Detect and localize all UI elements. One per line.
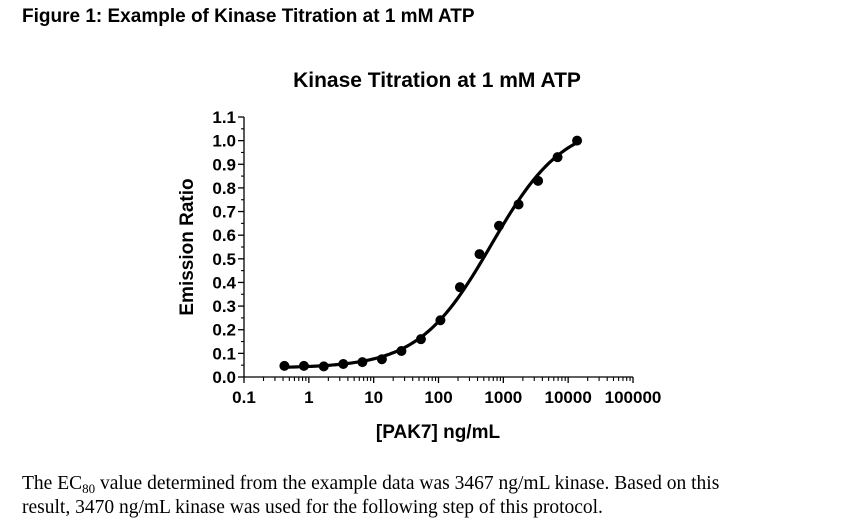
- body-paragraph: The EC80 value determined from the examp…: [22, 472, 837, 520]
- x-tick-label: 10: [364, 388, 383, 407]
- y-tick-label: 0.5: [212, 250, 236, 269]
- x-tick-label: 0.1: [232, 388, 256, 407]
- axes: 0.00.10.20.30.40.50.60.70.80.91.01.10.1 1…: [212, 108, 661, 407]
- data-point: [494, 220, 505, 231]
- figure-caption: Figure 1: Example of Kinase Titration at…: [22, 6, 475, 27]
- data-point: [376, 354, 387, 365]
- body-text-line1-start: The EC: [22, 473, 83, 494]
- data-point: [474, 249, 485, 260]
- y-tick-label: 0.9: [212, 155, 236, 174]
- y-tick-label: 0.7: [212, 203, 236, 222]
- body-text-line1-end: value determined from the example data w…: [95, 473, 720, 494]
- y-tick-label: 0.8: [212, 179, 236, 198]
- data-point: [279, 360, 290, 371]
- data-point: [454, 282, 465, 293]
- x-tick-label: 1: [304, 388, 313, 407]
- data-point: [435, 315, 446, 326]
- chart-title: Kinase Titration at 1 mM ATP: [293, 69, 581, 92]
- x-tick-label: 10000: [545, 388, 592, 407]
- data-point: [298, 360, 309, 371]
- data-point: [552, 152, 563, 163]
- data-point: [415, 334, 426, 345]
- y-tick-label: 0.6: [212, 226, 236, 245]
- data-point: [318, 361, 329, 372]
- ec-subscript: 80: [82, 481, 96, 496]
- data-points: [279, 135, 583, 372]
- fit-curve-group: [282, 141, 579, 369]
- y-axis-label: Emission Ratio: [177, 178, 198, 315]
- y-tick-label: 0.2: [212, 321, 236, 340]
- y-tick-label: 0.4: [212, 273, 236, 292]
- kinase-titration-chart: Kinase Titration at 1 mM ATP Emission Ra…: [177, 69, 661, 443]
- fit-curve: [282, 141, 579, 369]
- data-point: [338, 359, 349, 369]
- data-point: [533, 175, 544, 186]
- data-point: [513, 199, 524, 210]
- x-axis-label: [PAK7] ng/mL: [376, 422, 501, 443]
- data-point: [396, 346, 407, 356]
- y-tick-label: 0.0: [212, 368, 236, 387]
- data-point: [357, 357, 368, 368]
- y-tick-label: 1.1: [212, 108, 236, 127]
- x-tick-label: 100000: [605, 388, 662, 407]
- y-tick-label: 1.0: [212, 132, 236, 151]
- y-tick-label: 0.1: [212, 344, 236, 363]
- x-tick-label: 100: [424, 388, 452, 407]
- body-text-line2: result, 3470 ng/mL kinase was used for t…: [22, 497, 603, 518]
- y-tick-label: 0.3: [212, 297, 236, 316]
- data-point: [572, 135, 583, 146]
- x-tick-label: 1000: [484, 388, 522, 407]
